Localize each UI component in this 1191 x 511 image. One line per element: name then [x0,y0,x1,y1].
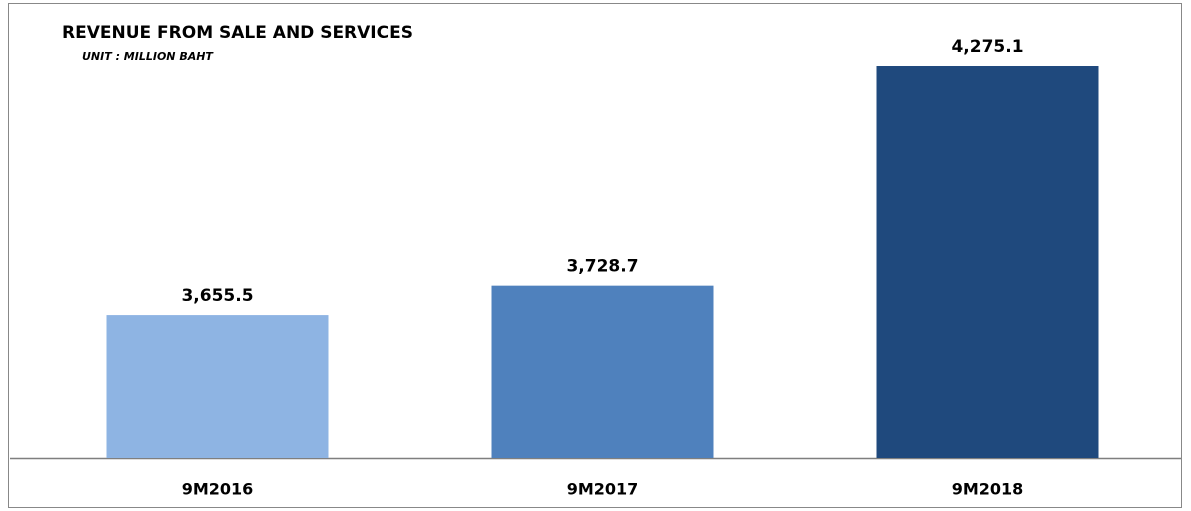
bar [876,66,1099,458]
bar [491,285,714,458]
x-tick-label: 9M2016 [182,480,254,499]
x-tick-label: 9M2017 [567,480,639,499]
value-label: 4,275.1 [951,37,1023,57]
bar [106,315,329,458]
chart-subtitle: UNIT : MILLION BAHT [82,50,214,63]
value-label: 3,655.5 [181,286,253,306]
chart-title: REVENUE FROM SALE AND SERVICES [62,23,413,43]
value-label: 3,728.7 [566,257,638,277]
x-tick-label: 9M2018 [952,480,1024,499]
